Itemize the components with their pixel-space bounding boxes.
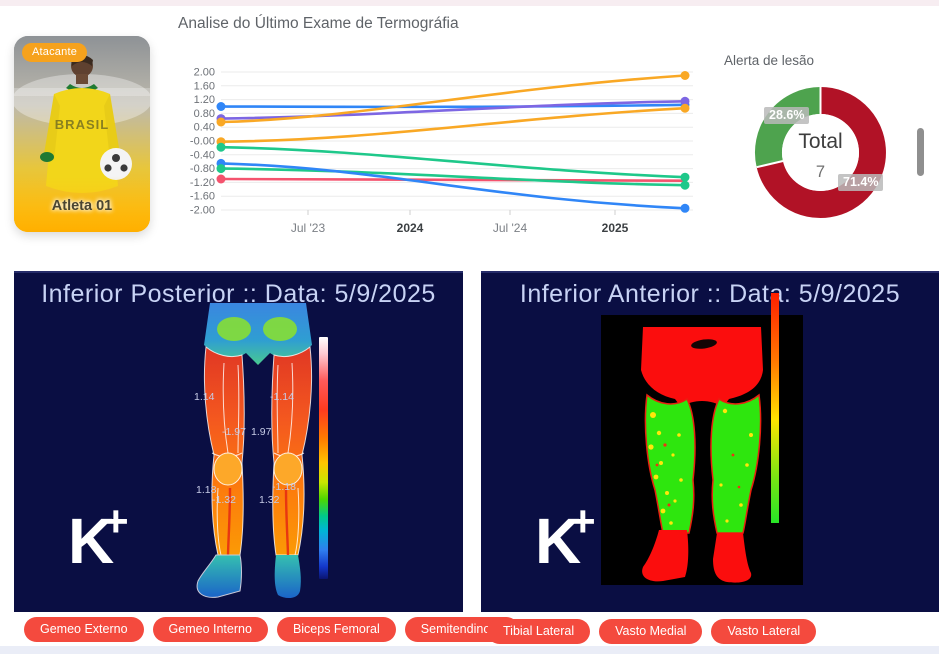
anterior-body <box>641 327 763 583</box>
kplus-logo: K + <box>68 497 129 577</box>
player-figure: BRASIL <box>40 55 132 193</box>
posterior-annotations: 1.14 -1.14 -1.97 1.97 1.18 -1.32 -1.18 1… <box>194 391 296 506</box>
donut-green-percent: 28.6% <box>764 107 810 124</box>
position-badge: Atacante <box>22 43 88 62</box>
kplus-logo: K + <box>535 497 596 577</box>
chart-series-lines <box>219 74 687 210</box>
vertical-scrollbar-thumb[interactable] <box>917 128 924 176</box>
svg-text:-1.18: -1.18 <box>272 481 296 493</box>
chart-grid <box>221 71 693 211</box>
posterior-panel: Inferior Posterior :: Data: 5/9/2025 <box>14 271 463 612</box>
svg-text:Jul '24: Jul '24 <box>493 221 528 235</box>
anterior-panel: Inferior Anterior :: Data: 5/9/2025 <box>481 271 939 612</box>
svg-text:-0.80: -0.80 <box>190 163 215 175</box>
thermography-line-chart: 2.00 1.60 1.20 0.80 0.40 -0.00 -0.40 -0.… <box>190 67 693 235</box>
donut-center-value: 7 <box>816 163 825 181</box>
anterior-panel-title: Inferior Anterior :: Data: 5/9/2025 <box>519 280 901 308</box>
tag-tibial-lateral[interactable]: Tibial Lateral <box>487 619 591 644</box>
tag-gemeo-interno[interactable]: Gemeo Interno <box>152 617 268 642</box>
athlete-card[interactable]: BRASIL Atacante Atleta 01 <box>14 36 150 232</box>
svg-text:-0.40: -0.40 <box>190 149 215 161</box>
top-edge-strip <box>0 0 939 6</box>
tag-gemeo-externo[interactable]: Gemeo Externo <box>24 617 144 642</box>
thermal-color-scale-anterior <box>771 293 779 523</box>
svg-text:-1.20: -1.20 <box>190 177 215 189</box>
svg-text:0.80: 0.80 <box>194 108 215 120</box>
svg-text:2025: 2025 <box>602 221 629 235</box>
svg-text:-1.32: -1.32 <box>212 494 236 506</box>
thermal-image-anterior <box>601 315 803 585</box>
line-chart-title: Analise do Último Exame de Termográfia <box>178 15 459 32</box>
svg-text:-1.97: -1.97 <box>222 426 246 438</box>
chart-series-points <box>216 71 690 213</box>
posterior-muscle-tags: Gemeo Externo Gemeo Interno Biceps Femor… <box>24 617 520 642</box>
thermal-image-posterior: 1.14 -1.14 -1.97 1.97 1.18 -1.32 -1.18 1… <box>194 303 313 599</box>
svg-text:2.00: 2.00 <box>194 67 215 79</box>
tag-vasto-lateral[interactable]: Vasto Lateral <box>711 619 817 644</box>
svg-text:1.60: 1.60 <box>194 80 215 92</box>
bottom-edge-strip <box>0 646 939 654</box>
x-axis: Jul '23 2024 Jul '24 2025 <box>291 210 629 235</box>
svg-text:2024: 2024 <box>397 221 424 235</box>
anterior-image-frame <box>601 315 803 585</box>
svg-text:1.32: 1.32 <box>259 494 280 506</box>
hot-speckles <box>648 408 753 525</box>
svg-text:1.97: 1.97 <box>251 426 272 438</box>
injury-alert-donut: Total 7 <box>754 85 886 218</box>
donut-center-label: Total <box>798 130 842 153</box>
tag-biceps-femoral[interactable]: Biceps Femoral <box>276 617 396 642</box>
svg-text:1.14: 1.14 <box>194 391 215 403</box>
red-speckles <box>655 443 741 507</box>
thermal-color-scale-posterior <box>319 337 328 579</box>
svg-text:Jul '23: Jul '23 <box>291 221 326 235</box>
svg-text:-1.60: -1.60 <box>190 191 215 203</box>
svg-text:0.40: 0.40 <box>194 122 215 134</box>
injury-alert-widget: Alerta de lesão Total 7 28.6% 71.4% <box>718 48 923 238</box>
donut-title: Alerta de lesão <box>724 53 815 68</box>
svg-text:-2.00: -2.00 <box>190 205 215 217</box>
y-axis-labels: 2.00 1.60 1.20 0.80 0.40 -0.00 -0.40 -0.… <box>190 67 215 217</box>
svg-text:-0.00: -0.00 <box>190 136 215 148</box>
athlete-name: Atleta 01 <box>51 198 113 214</box>
posterior-body <box>196 303 313 599</box>
athlete-photo: BRASIL <box>14 36 150 232</box>
svg-text:1.20: 1.20 <box>194 94 215 106</box>
anterior-muscle-tags: Tibial Lateral Vasto Medial Vasto Latera… <box>487 619 817 644</box>
svg-text:BRASIL: BRASIL <box>55 117 109 132</box>
donut-red-percent: 71.4% <box>838 174 884 191</box>
tag-vasto-medial[interactable]: Vasto Medial <box>599 619 703 644</box>
svg-text:-1.14: -1.14 <box>270 391 294 403</box>
svg-text:1.18: 1.18 <box>196 484 217 496</box>
